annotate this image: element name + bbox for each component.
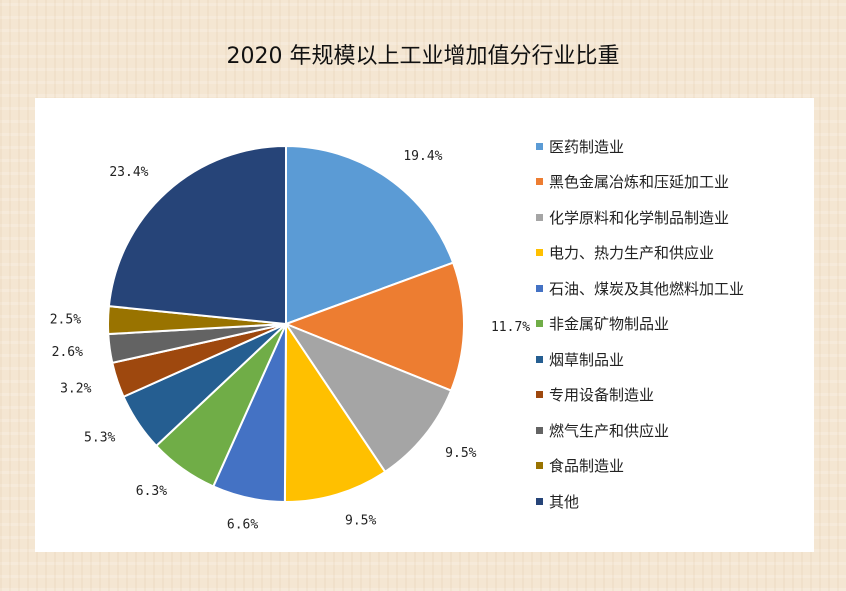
legend-item: 化学原料和化学制品制造业 <box>536 207 729 227</box>
data-label: 2.6% <box>52 345 83 360</box>
legend-swatch <box>536 320 543 327</box>
pie-slice <box>283 261 465 392</box>
legend-swatch <box>536 178 543 185</box>
legend-label: 食品制造业 <box>549 457 625 475</box>
pie-chart: 19.4% 11.7% 9.5% 9.5% 6.6% 6.3% 5.3% 3.2% 2.6% 2.… <box>50 144 530 532</box>
legend-label: 石油、煤炭及其他燃料加工业 <box>549 279 745 298</box>
pie-slice <box>283 321 453 474</box>
pie-slice <box>283 320 387 503</box>
chart-title: 2020 年规模以上工业增加值分行业比重 <box>226 44 620 69</box>
data-label: 23.4% <box>109 165 148 180</box>
legend-swatch <box>536 249 543 256</box>
legend-label: 化学原料和化学制品制造业 <box>549 208 730 227</box>
legend-item: 医药制造业 <box>536 136 624 156</box>
data-label: 6.3% <box>136 484 167 499</box>
data-label: 11.7% <box>491 320 530 335</box>
data-label: 5.3% <box>84 431 115 446</box>
legend-label: 黑色金属冶炼和压延加工业 <box>549 173 730 191</box>
legend-item: 食品制造业 <box>536 456 624 476</box>
legend-label: 非金属矿物制品业 <box>549 315 670 333</box>
legend-label: 烟草制品业 <box>549 350 625 369</box>
legend-label: 其他 <box>549 492 580 511</box>
data-label: 2.5% <box>50 312 81 327</box>
pie-slice <box>107 144 287 326</box>
legend-swatch <box>536 462 543 469</box>
legend-label: 电力、热力生产和供应业 <box>549 244 715 262</box>
data-label: 3.2% <box>60 382 91 397</box>
legend-item: 其他 <box>536 491 579 511</box>
legend-swatch <box>536 355 543 363</box>
data-label: 19.4% <box>403 149 442 164</box>
legend-swatch <box>536 213 543 221</box>
legend-item: 燃气生产和供应业 <box>536 420 669 440</box>
legend-label: 医药制造业 <box>549 137 625 156</box>
legend-item: 电力、热力生产和供应业 <box>536 243 714 263</box>
legend-swatch <box>536 284 543 292</box>
legend-item: 石油、煤炭及其他燃料加工业 <box>536 278 744 298</box>
legend-item: 黑色金属冶炼和压延加工业 <box>536 172 729 192</box>
pie-slice <box>285 144 455 326</box>
legend-swatch <box>536 497 543 505</box>
legend-item: 烟草制品业 <box>536 349 624 369</box>
data-label: 9.5% <box>345 513 376 528</box>
legend-swatch <box>536 391 543 398</box>
legend-item: 非金属矿物制品业 <box>536 314 669 334</box>
legend-swatch <box>536 142 543 150</box>
chart-panel: 19.4% 11.7% 9.5% 9.5% 6.6% 6.3% 5.3% 3.2% 2.6% 2.… <box>35 98 814 552</box>
legend-item: 专用设备制造业 <box>536 385 654 405</box>
data-label: 9.5% <box>445 446 476 461</box>
legend-swatch <box>536 426 543 434</box>
legend-label: 专用设备制造业 <box>549 386 655 404</box>
data-label: 6.6% <box>227 517 258 532</box>
legend-label: 燃气生产和供应业 <box>549 421 670 440</box>
